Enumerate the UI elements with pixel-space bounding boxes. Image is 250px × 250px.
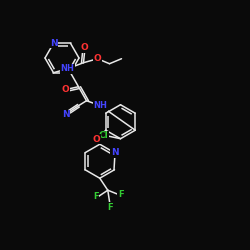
Text: O: O bbox=[94, 54, 102, 63]
Text: Cl: Cl bbox=[98, 131, 108, 140]
Text: N: N bbox=[50, 39, 57, 48]
Text: F: F bbox=[107, 203, 112, 212]
Text: F: F bbox=[118, 190, 124, 199]
Text: O: O bbox=[62, 85, 70, 94]
Text: NH: NH bbox=[94, 101, 108, 110]
Text: N: N bbox=[62, 110, 69, 119]
Text: NH: NH bbox=[60, 64, 74, 73]
Text: N: N bbox=[111, 148, 118, 157]
Text: O: O bbox=[93, 135, 101, 144]
Text: O: O bbox=[80, 43, 88, 52]
Text: F: F bbox=[93, 192, 98, 201]
